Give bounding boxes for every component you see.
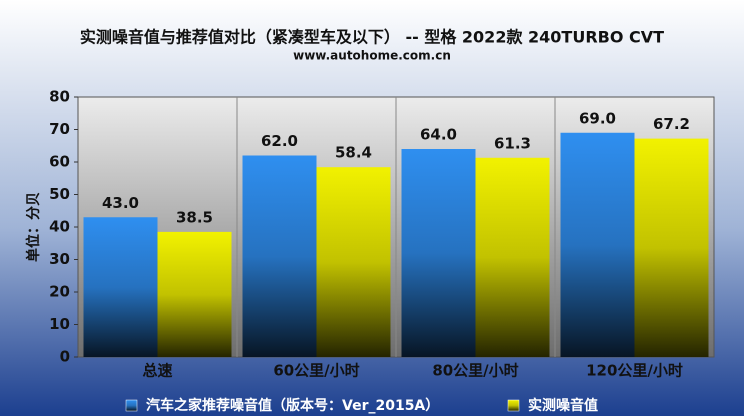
bar: [157, 231, 232, 357]
bar: [475, 157, 550, 357]
y-tick-label: 20: [49, 283, 70, 301]
y-axis-label: 单位：分贝: [25, 192, 42, 262]
data-label: 43.0: [102, 194, 139, 212]
y-tick-label: 10: [49, 315, 70, 333]
y-tick-label: 80: [49, 88, 70, 106]
data-label: 69.0: [579, 109, 616, 127]
data-label: 38.5: [176, 208, 213, 226]
legend-swatch: [507, 399, 520, 412]
data-label: 64.0: [420, 126, 457, 144]
y-tick-label: 70: [49, 120, 70, 138]
legend-label: 实测噪音值: [528, 397, 598, 414]
y-tick-label: 30: [49, 250, 70, 268]
x-tick-label: 总速: [142, 362, 172, 380]
bar: [401, 149, 476, 357]
x-tick-label: 60公里/小时: [273, 362, 359, 380]
chart-title: 实测噪音值与推荐值对比（紧凑型车及以下） -- 型格 2022款 240TURB…: [80, 28, 664, 47]
y-tick-label: 40: [49, 218, 70, 236]
chart-subtitle: www.autohome.com.cn: [293, 49, 451, 63]
y-tick-label: 0: [60, 348, 70, 366]
legend-label: 汽车之家推荐噪音值（版本号：Ver_2015A）: [146, 397, 439, 414]
x-tick-label: 80公里/小时: [432, 362, 518, 380]
x-tick-label: 120公里/小时: [586, 362, 683, 380]
bar: [316, 167, 391, 357]
bar: [634, 138, 709, 357]
y-tick-label: 50: [49, 185, 70, 203]
data-label: 61.3: [494, 134, 531, 152]
data-label: 67.2: [653, 115, 690, 133]
y-tick-label: 60: [49, 153, 70, 171]
bar: [242, 155, 317, 357]
data-label: 58.4: [335, 144, 372, 162]
data-label: 62.0: [261, 132, 298, 150]
bar: [83, 217, 158, 357]
bar: [560, 132, 635, 357]
legend-swatch: [125, 399, 138, 412]
